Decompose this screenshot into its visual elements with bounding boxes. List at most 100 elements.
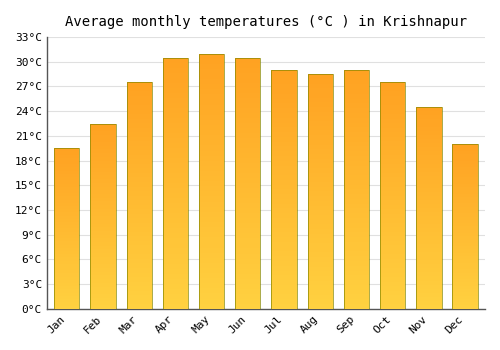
Bar xyxy=(308,248,333,252)
Bar xyxy=(272,256,296,261)
Bar xyxy=(126,150,152,155)
Bar xyxy=(308,102,333,107)
Bar xyxy=(235,113,260,118)
Bar xyxy=(308,74,333,309)
Bar xyxy=(90,216,116,220)
Bar xyxy=(452,286,478,289)
Bar xyxy=(90,201,116,205)
Bar xyxy=(90,153,116,157)
Bar xyxy=(162,188,188,193)
Bar xyxy=(235,238,260,244)
Bar xyxy=(90,179,116,183)
Bar xyxy=(452,170,478,174)
Bar xyxy=(272,251,296,256)
Bar xyxy=(235,223,260,229)
Bar xyxy=(452,279,478,282)
Bar xyxy=(54,302,80,306)
Bar xyxy=(54,209,80,212)
Bar xyxy=(416,268,442,272)
Bar xyxy=(272,285,296,290)
Bar xyxy=(380,223,406,227)
Bar xyxy=(199,288,224,293)
Bar xyxy=(54,177,80,180)
Bar xyxy=(54,219,80,222)
Bar xyxy=(235,188,260,193)
Bar xyxy=(199,135,224,140)
Bar xyxy=(90,124,116,309)
Bar xyxy=(452,282,478,286)
Bar xyxy=(308,131,333,135)
Bar xyxy=(272,70,296,309)
Bar xyxy=(126,141,152,146)
Bar xyxy=(380,196,406,200)
Bar xyxy=(162,78,188,83)
Bar xyxy=(54,299,80,302)
Bar xyxy=(452,151,478,154)
Bar xyxy=(380,286,406,290)
Bar xyxy=(308,219,333,224)
Bar xyxy=(380,268,406,273)
Bar xyxy=(199,156,224,161)
Bar xyxy=(126,191,152,196)
Bar xyxy=(416,127,442,131)
Bar xyxy=(90,305,116,309)
Bar xyxy=(416,200,442,204)
Bar xyxy=(272,199,296,204)
Bar xyxy=(452,306,478,309)
Bar xyxy=(54,296,80,299)
Bar xyxy=(199,222,224,227)
Bar xyxy=(416,176,442,180)
Bar xyxy=(416,280,442,285)
Bar xyxy=(54,273,80,276)
Bar xyxy=(344,70,369,309)
Bar xyxy=(54,206,80,209)
Bar xyxy=(90,250,116,253)
Bar xyxy=(380,218,406,223)
Bar xyxy=(308,304,333,309)
Bar xyxy=(126,295,152,300)
Bar xyxy=(416,107,442,309)
Bar xyxy=(54,148,80,152)
Bar xyxy=(199,161,224,166)
Bar xyxy=(199,69,224,74)
Bar xyxy=(416,228,442,232)
Bar xyxy=(235,123,260,128)
Bar xyxy=(235,63,260,68)
Bar xyxy=(90,157,116,161)
Bar xyxy=(380,259,406,264)
Bar xyxy=(126,264,152,268)
Bar xyxy=(416,131,442,135)
Bar xyxy=(380,205,406,209)
Bar xyxy=(90,261,116,264)
Bar xyxy=(162,284,188,289)
Bar xyxy=(90,227,116,231)
Bar xyxy=(126,96,152,100)
Bar xyxy=(235,178,260,183)
Bar xyxy=(54,203,80,206)
Bar xyxy=(90,209,116,212)
Bar xyxy=(380,150,406,155)
Bar xyxy=(162,229,188,233)
Bar xyxy=(235,173,260,178)
Bar xyxy=(90,231,116,234)
Bar xyxy=(308,191,333,196)
Bar xyxy=(308,121,333,126)
Bar xyxy=(162,214,188,218)
Bar xyxy=(54,241,80,245)
Bar xyxy=(235,118,260,123)
Bar xyxy=(162,58,188,309)
Bar xyxy=(54,193,80,196)
Bar xyxy=(452,174,478,177)
Bar xyxy=(272,294,296,299)
Bar xyxy=(380,277,406,282)
Bar xyxy=(162,133,188,138)
Bar xyxy=(162,259,188,264)
Bar xyxy=(344,156,369,161)
Bar xyxy=(126,155,152,159)
Bar xyxy=(162,304,188,309)
Bar xyxy=(416,224,442,228)
Bar xyxy=(344,290,369,294)
Bar xyxy=(199,176,224,181)
Bar xyxy=(235,143,260,148)
Bar xyxy=(235,244,260,248)
